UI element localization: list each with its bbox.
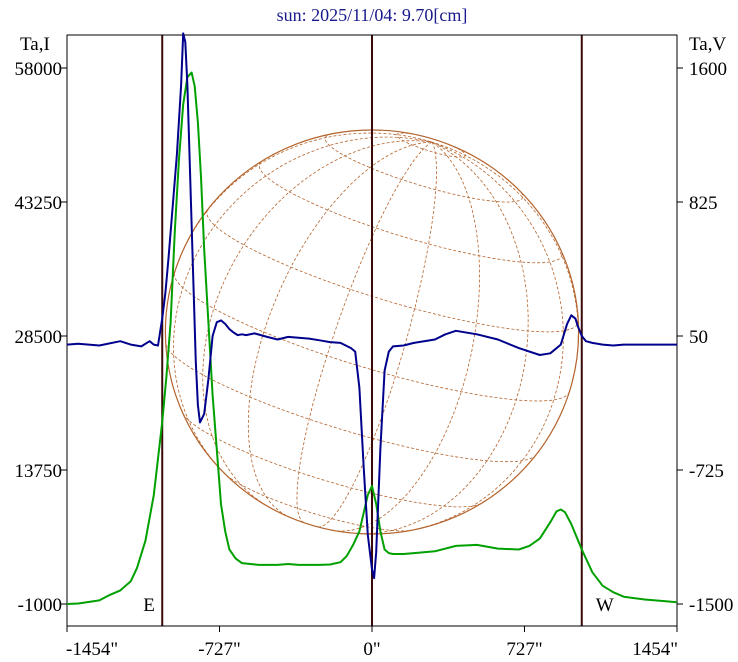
x-tick-label: -727": [198, 639, 241, 660]
meridian-line: [173, 136, 433, 475]
parallel-line: [258, 161, 563, 264]
right-tick-label: 825: [689, 193, 718, 214]
parallel-line: [165, 344, 536, 463]
meridian-line: [318, 141, 437, 528]
x-tick-label: 727": [506, 639, 542, 660]
parallel-line: [396, 132, 466, 158]
meridian-line: [296, 141, 433, 523]
meridian-line: [359, 141, 529, 534]
solar-disk: [164, 129, 580, 535]
meridian-line: [431, 141, 579, 392]
left-axis-label: Ta,I: [20, 34, 50, 55]
marker-label-e: E: [143, 595, 155, 616]
left-tick-label: -1000: [18, 595, 62, 616]
right-tick-label: -725: [689, 461, 724, 482]
parallel-line: [182, 413, 481, 508]
meridian-line: [174, 132, 433, 273]
parallel-line: [173, 273, 570, 402]
parallel-line: [324, 133, 524, 203]
right-tick-label: 50: [689, 327, 708, 348]
x-tick-label: -1454": [66, 639, 118, 660]
parallel-line: [206, 209, 579, 333]
x-tick-label: 1454": [632, 639, 678, 660]
data-series: [66, 32, 678, 605]
marker-label-w: W: [596, 595, 614, 616]
left-tick-label: 28500: [15, 327, 63, 348]
meridian-line: [331, 141, 481, 532]
x-tick-label: 0": [363, 639, 380, 660]
parallel-line: [226, 474, 410, 532]
right-tick-label: -1500: [689, 595, 733, 616]
left-tick-label: 13750: [15, 461, 63, 482]
series-line-polarization: [66, 32, 677, 580]
right-axis-label: Ta,V: [689, 34, 726, 55]
left-tick-label: 43250: [15, 193, 63, 214]
series-line-intensity: [66, 71, 678, 605]
right-tick-label: 1600: [689, 59, 727, 80]
meridian-line: [202, 140, 433, 506]
left-tick-label: 58000: [15, 59, 63, 80]
meridian-line: [410, 141, 564, 531]
axes-labels: Ta,I Ta,V 58000 43250 28500 13750 -1000 1600 825…: [15, 34, 734, 660]
meridian-line: [247, 141, 433, 519]
chart-title: sun: 2025/11/04: 9.70[cm]: [277, 5, 468, 25]
